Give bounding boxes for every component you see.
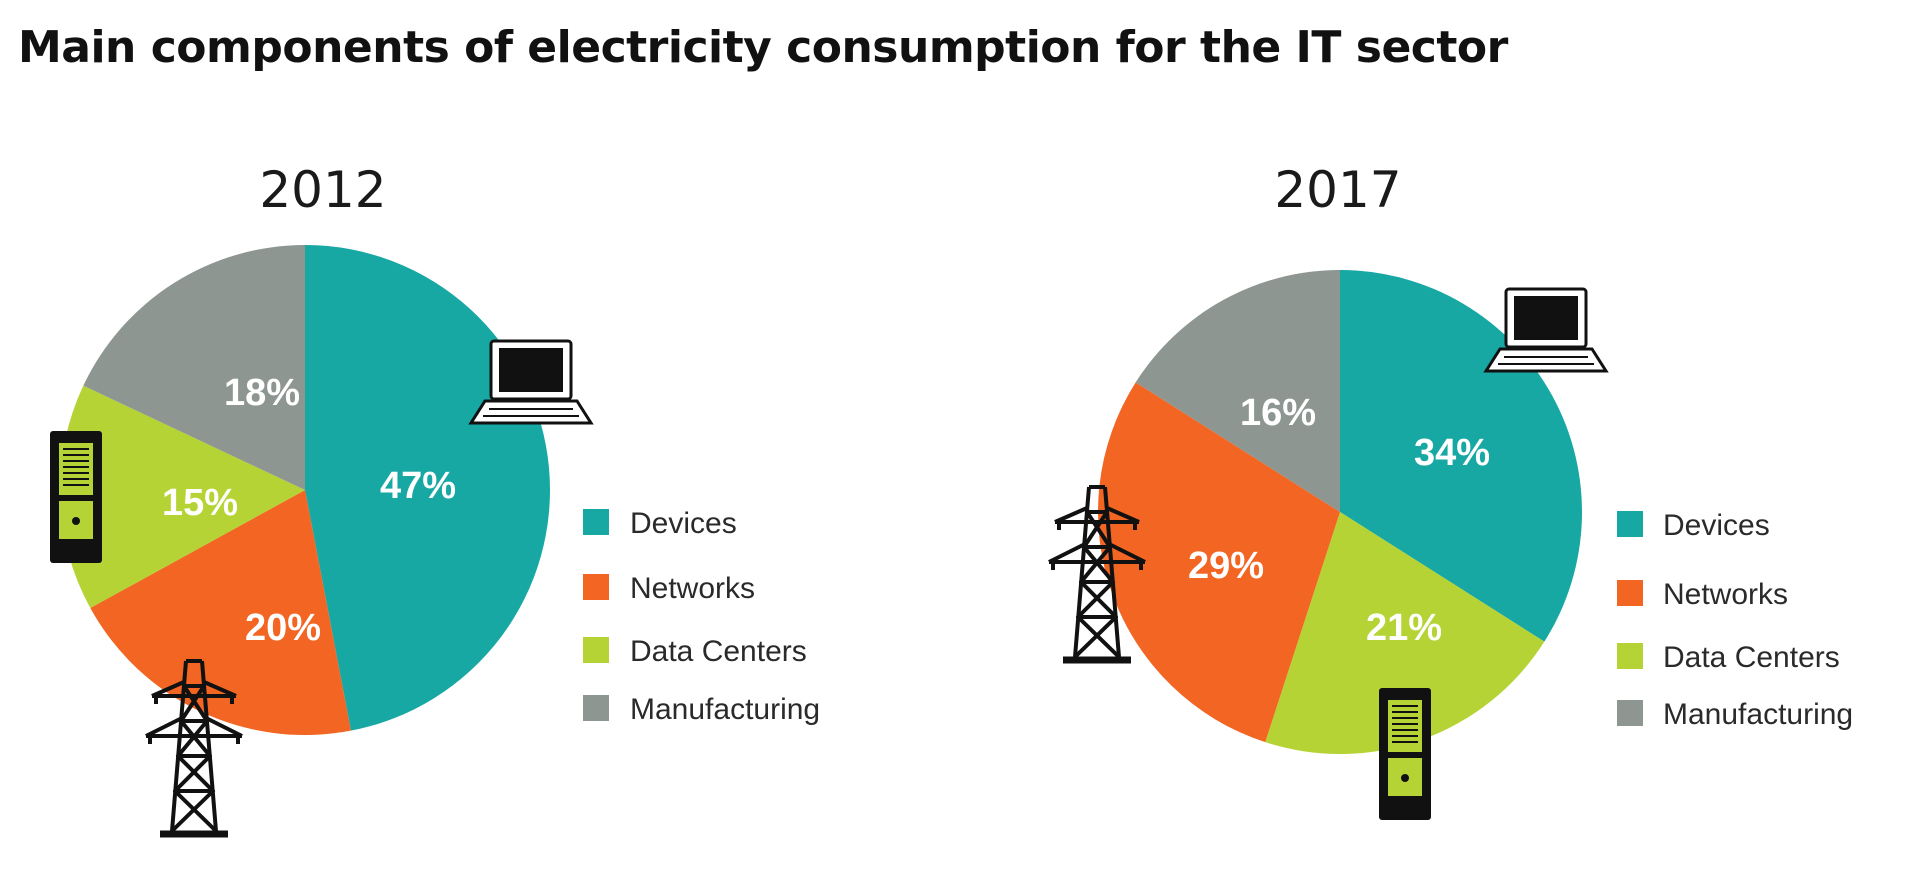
pie-chart-2012: 2012 47% 20% 15% 18% Devices Networks Da… xyxy=(49,161,820,834)
laptop-icon xyxy=(1484,287,1608,373)
legend-2012: Devices Networks Data Centers Manufactur… xyxy=(583,507,820,726)
legend-swatch-networks xyxy=(583,574,609,600)
slice-2012-devices xyxy=(305,245,550,731)
label-2012-data-centers: 15% xyxy=(162,482,238,524)
slice-2017-data-centers xyxy=(1265,512,1545,755)
legend-label-networks: Networks xyxy=(1663,578,1788,611)
legend-swatch-manufacturing xyxy=(583,695,609,721)
label-2017-manufacturing: 16% xyxy=(1240,392,1316,434)
label-2017-devices: 34% xyxy=(1414,432,1490,474)
legend-label-devices: Devices xyxy=(1663,509,1770,542)
legend-label-networks: Networks xyxy=(630,572,755,605)
legend-label-manufacturing: Manufacturing xyxy=(630,693,820,726)
slice-2012-manufacturing xyxy=(83,245,305,490)
label-2012-manufacturing: 18% xyxy=(224,372,300,414)
slice-2012-networks xyxy=(90,490,351,736)
slice-2012-data-centers xyxy=(59,385,306,609)
slice-2017-networks xyxy=(1097,382,1340,743)
legend-label-manufacturing: Manufacturing xyxy=(1663,698,1853,731)
legend-label-data-centers: Data Centers xyxy=(1663,641,1840,674)
chart-title-2012: 2012 xyxy=(259,161,386,219)
legend-swatch-data-centers xyxy=(583,637,609,663)
page-title: Main components of electricity consumpti… xyxy=(18,22,1508,73)
label-2017-networks: 29% xyxy=(1188,545,1264,587)
label-2012-devices: 47% xyxy=(380,465,456,507)
legend-swatch-manufacturing xyxy=(1617,700,1643,726)
server-icon xyxy=(49,430,103,564)
server-icon xyxy=(1378,687,1432,821)
label-2017-data-centers: 21% xyxy=(1366,607,1442,649)
legend-swatch-devices xyxy=(583,509,609,535)
legend-swatch-networks xyxy=(1617,580,1643,606)
legend-swatch-data-centers xyxy=(1617,643,1643,669)
pie-chart-2017: 2017 34% 21% 29% 16% Devices Networks Da… xyxy=(1049,161,1853,821)
slice-2017-manufacturing xyxy=(1135,270,1340,512)
legend-2017: Devices Networks Data Centers Manufactur… xyxy=(1617,509,1853,731)
legend-label-data-centers: Data Centers xyxy=(630,635,807,668)
label-2012-networks: 20% xyxy=(245,607,321,649)
legend-label-devices: Devices xyxy=(630,507,737,540)
legend-swatch-devices xyxy=(1617,511,1643,537)
chart-title-2017: 2017 xyxy=(1274,161,1401,219)
